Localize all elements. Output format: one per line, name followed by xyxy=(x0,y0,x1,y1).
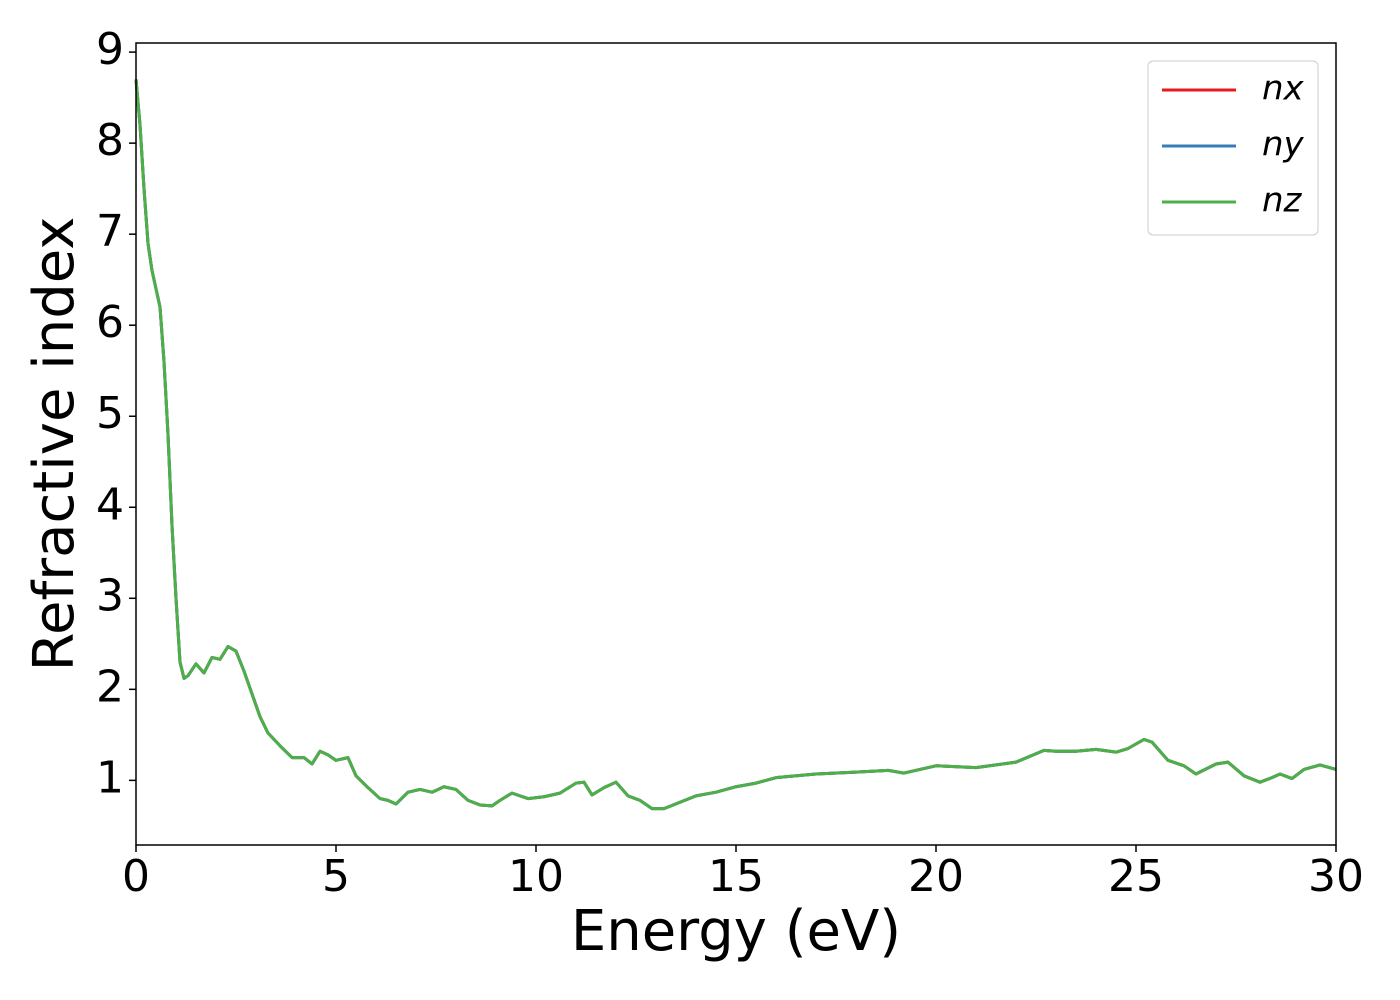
x-axis-label: Energy (eV) xyxy=(571,899,901,964)
x-tick-label: 10 xyxy=(508,851,564,902)
y-tick-label: 8 xyxy=(96,115,124,166)
plot-frame xyxy=(135,42,1337,846)
y-tick-label: 7 xyxy=(96,206,124,257)
y-tick-label: 5 xyxy=(96,388,124,439)
x-tick-label: 5 xyxy=(322,851,350,902)
legend-label: nz xyxy=(1262,181,1303,221)
x-tick-label: 15 xyxy=(708,851,764,902)
y-axis-label: Refractive index xyxy=(22,217,87,672)
data-line xyxy=(134,79,1337,811)
x-tick-label: 30 xyxy=(1308,851,1364,902)
x-tick-label: 25 xyxy=(1108,851,1164,902)
legend-label: ny xyxy=(1262,125,1305,165)
legend-box xyxy=(1147,60,1319,236)
y-tick-label: 2 xyxy=(96,661,124,712)
y-tick-label: 9 xyxy=(96,24,124,75)
x-tick-label: 0 xyxy=(122,851,150,902)
y-tick-label: 6 xyxy=(96,297,124,348)
x-tick-label: 20 xyxy=(908,851,964,902)
y-tick-label: 4 xyxy=(96,479,124,530)
y-tick-label: 3 xyxy=(96,570,124,621)
legend-label: nx xyxy=(1262,69,1305,109)
y-tick-label: 1 xyxy=(96,752,124,803)
